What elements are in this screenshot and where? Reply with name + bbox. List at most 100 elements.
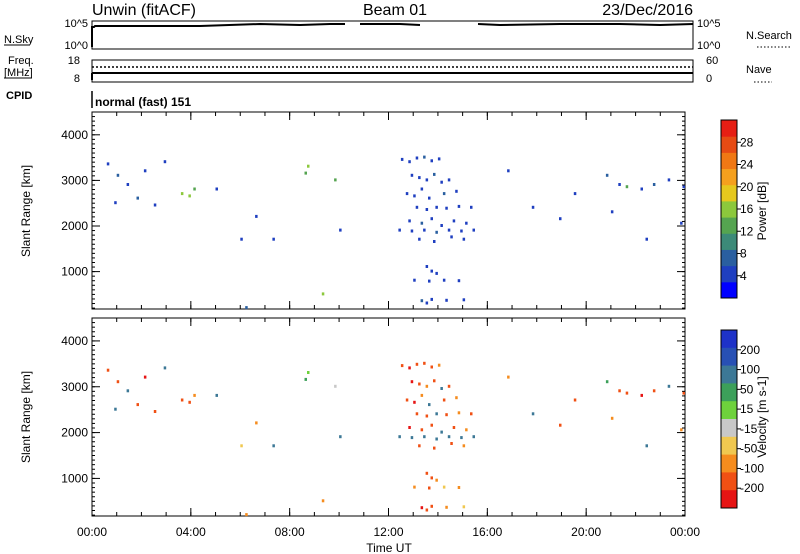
x-tick-label: 00:00: [670, 525, 700, 539]
y-tick-label: 3000: [61, 380, 88, 394]
scatter-cell: [413, 400, 416, 404]
freq-panel: Freq. [MHz] 18 8 60 0 Nave: [4, 55, 772, 85]
velocity-cells: [106, 361, 685, 517]
scatter-cell: [136, 196, 139, 200]
scatter-cell: [462, 444, 466, 448]
scatter-cell: [193, 393, 196, 397]
colorbar-tick-label: 8: [740, 247, 747, 261]
scatter-cell: [413, 278, 416, 282]
scatter-cell: [418, 176, 421, 180]
nsky-tick-top: 10^5: [64, 18, 88, 30]
scatter-cell: [645, 237, 648, 241]
scatter-cell: [116, 380, 120, 384]
power-cells: [106, 155, 685, 310]
colorbar-tick-label: -200: [740, 481, 764, 495]
scatter-cell: [136, 403, 139, 407]
power-y-ticks: 1000 2000 3000 4000: [61, 116, 685, 309]
scatter-cell: [408, 426, 411, 429]
scatter-cell: [408, 366, 411, 370]
power-colorbar-label: Power [dB]: [755, 182, 769, 241]
scatter-cell: [425, 178, 429, 182]
scatter-cell: [425, 384, 429, 388]
nsky-trace: [91, 22, 694, 47]
nave-tick-top: 60: [706, 55, 718, 67]
nsearch-label: N.Search: [746, 30, 792, 42]
velocity-panel: 1000 2000 3000 4000 Slant Range [km]: [19, 317, 686, 517]
scatter-cell: [423, 228, 426, 232]
scatter-cell: [106, 368, 110, 372]
scatter-cell: [321, 499, 325, 503]
colorbar-tick-label: 28: [740, 135, 754, 149]
scatter-cell: [442, 192, 446, 196]
scatter-cell: [334, 384, 337, 388]
scatter-cell: [193, 187, 196, 191]
cpid-value: normal (fast) 151: [95, 95, 191, 109]
station-title: Unwin (fitACF): [92, 2, 196, 19]
scatter-cell: [435, 271, 438, 275]
scatter-cell: [240, 444, 243, 448]
scatter-cell: [420, 393, 424, 397]
scatter-cell: [445, 413, 448, 417]
scatter-cell: [153, 203, 157, 207]
scatter-cell: [188, 400, 191, 404]
colorbar-swatch: [721, 472, 737, 491]
scatter-cell: [437, 157, 441, 161]
freq-unit: [MHz]: [4, 67, 33, 79]
scatter-cell: [605, 173, 609, 177]
x-tick-label: 16:00: [472, 525, 502, 539]
scatter-cell: [559, 217, 562, 221]
y-tick-label: 4000: [61, 334, 88, 348]
scatter-cell: [420, 428, 424, 432]
scatter-cell: [610, 210, 614, 214]
cpid-label: CPID: [6, 90, 32, 102]
colorbar-swatch: [721, 168, 737, 186]
scatter-cell: [245, 306, 248, 310]
scatter-cell: [153, 410, 157, 413]
colorbar-tick-label: 15: [740, 402, 754, 416]
colorbar-swatch: [721, 265, 737, 283]
scatter-cell: [507, 375, 510, 379]
velocity-y-ticks: 1000 2000 3000 4000: [61, 322, 685, 516]
scatter-cell: [114, 201, 117, 205]
colorbar-tick-label: 20: [740, 180, 754, 194]
scatter-cell: [430, 365, 433, 369]
scatter-cell: [425, 471, 429, 475]
scatter-cell: [410, 229, 414, 233]
scatter-cell: [445, 298, 448, 302]
scatter-cell: [415, 362, 419, 366]
nsky-label: N.Sky: [4, 34, 34, 46]
scatter-cell: [455, 396, 458, 400]
colorbar-tick-label: 12: [740, 224, 754, 238]
colorbar-tick-label: 100: [740, 363, 760, 377]
velocity-ylabel: Slant Range [km]: [19, 371, 33, 463]
scatter-cell: [408, 160, 411, 164]
freq-tick-top: 18: [68, 55, 80, 67]
scatter-cell: [215, 393, 218, 397]
scatter-cell: [420, 187, 424, 191]
scatter-cell: [272, 444, 275, 448]
scatter-cell: [462, 505, 466, 509]
scatter-cell: [447, 435, 451, 439]
scatter-cell: [640, 393, 643, 397]
scatter-cell: [425, 414, 429, 418]
scatter-cell: [163, 366, 167, 370]
scatter-cell: [180, 192, 184, 196]
power-ylabel: Slant Range [km]: [19, 165, 33, 257]
colorbar-swatch: [721, 233, 737, 250]
freq-label: Freq.: [8, 55, 34, 67]
scatter-cell: [435, 205, 438, 209]
colorbar-swatch: [721, 436, 737, 456]
colorbar-swatch: [721, 200, 737, 218]
scatter-cell: [425, 508, 429, 512]
colorbar-swatch: [721, 365, 737, 384]
scatter-cell: [447, 178, 451, 182]
colorbar-swatch: [721, 347, 737, 367]
scatter-cell: [667, 178, 671, 182]
scatter-cell: [450, 442, 453, 445]
scatter-cell: [433, 446, 436, 450]
scatter-cell: [425, 265, 429, 268]
nsky-panel: N.Sky 10^5 10^0 10^5 10^0 N.Search: [4, 18, 792, 52]
y-tick-label: 2000: [61, 426, 88, 440]
scatter-cell: [420, 221, 424, 225]
